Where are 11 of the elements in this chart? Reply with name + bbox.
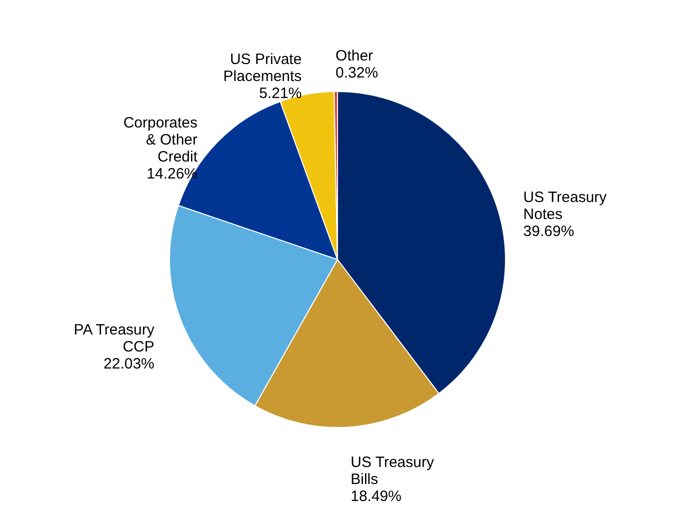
slice-label: PA Treasury CCP bbox=[74, 321, 155, 356]
slice-label: US Private Placements bbox=[223, 50, 302, 85]
slice-label: US Treasury Notes bbox=[523, 189, 608, 224]
data-label: 18.49% bbox=[350, 488, 402, 506]
slice-label: US Treasury Bills bbox=[350, 454, 434, 488]
data-label: 0.32% bbox=[336, 64, 378, 82]
data-label: 39.69% bbox=[523, 223, 574, 240]
slice-label: Other bbox=[336, 48, 374, 65]
data-label: 5.21% bbox=[259, 84, 302, 102]
data-label: 22.03% bbox=[104, 355, 154, 372]
slice-label: Corporates & Other Credit bbox=[123, 114, 198, 166]
